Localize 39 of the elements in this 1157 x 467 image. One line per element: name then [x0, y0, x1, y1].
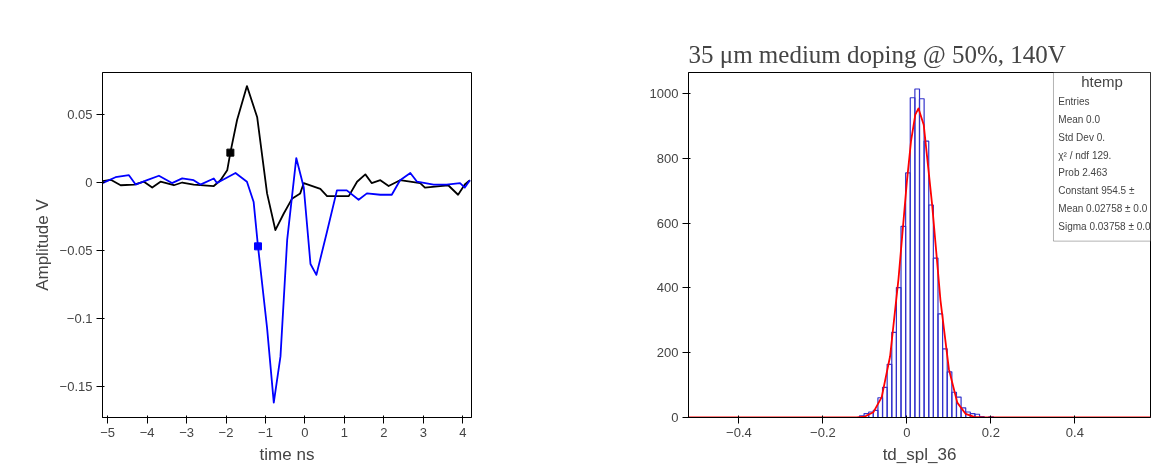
y-tick-label: −0.05 [59, 242, 93, 258]
y-axis-title: Amplitude V [32, 198, 52, 291]
x-tick-label: 4 [459, 424, 467, 440]
annotation: Entries [1058, 95, 1090, 107]
x-tick-label: −1 [258, 424, 273, 440]
y-tick-label: 0 [85, 175, 93, 191]
x-tick-label: −2 [218, 424, 234, 440]
chart-title: 35 μm medium doping @ 50%, 140V [688, 40, 1066, 69]
y-tick-label: −0.15 [59, 378, 93, 394]
x-tick-label: −3 [179, 424, 194, 440]
x-tick-label: 0 [903, 424, 911, 440]
x-tick-label: 0.2 [981, 424, 1000, 440]
y-tick-label: 200 [656, 345, 679, 361]
x-tick-label: −0.4 [726, 424, 752, 440]
y-tick-label: 600 [656, 215, 679, 231]
y-tick-label: 1000 [649, 86, 679, 102]
x-tick-label: −0.2 [810, 424, 836, 440]
x-tick-label: 1 [340, 424, 349, 440]
x-tick-label: −5 [100, 424, 116, 440]
x-axis-title: td_spl_36 [882, 444, 957, 464]
x-tick-label: 2 [380, 424, 388, 440]
annotation: Prob 2.463 [1058, 167, 1108, 179]
x-tick-label: 0.4 [1065, 424, 1084, 440]
annotation: χ² / ndf 129. [1058, 149, 1112, 161]
x-tick-label: −4 [139, 424, 155, 440]
y-tick-label: 800 [656, 150, 679, 166]
y-tick-label: 400 [656, 280, 679, 296]
annotation: Sigma 0.03758 ± 0.0 [1058, 221, 1151, 233]
y-tick-label: −0.1 [66, 310, 93, 326]
annotation: htemp [1081, 72, 1123, 90]
x-axis-title: time ns [259, 444, 315, 464]
annotation: Constant 954.5 ± [1058, 185, 1135, 197]
annotation: Std Dev 0. [1058, 131, 1106, 143]
x-tick-label: 3 [419, 424, 427, 440]
x-tick-label: 0 [301, 424, 309, 440]
y-tick-label: 0 [671, 410, 679, 425]
annotation: Mean 0.0 [1058, 113, 1101, 125]
y-tick-label: 0.05 [67, 107, 93, 123]
annotation: Mean 0.02758 ± 0.0 [1058, 203, 1148, 215]
